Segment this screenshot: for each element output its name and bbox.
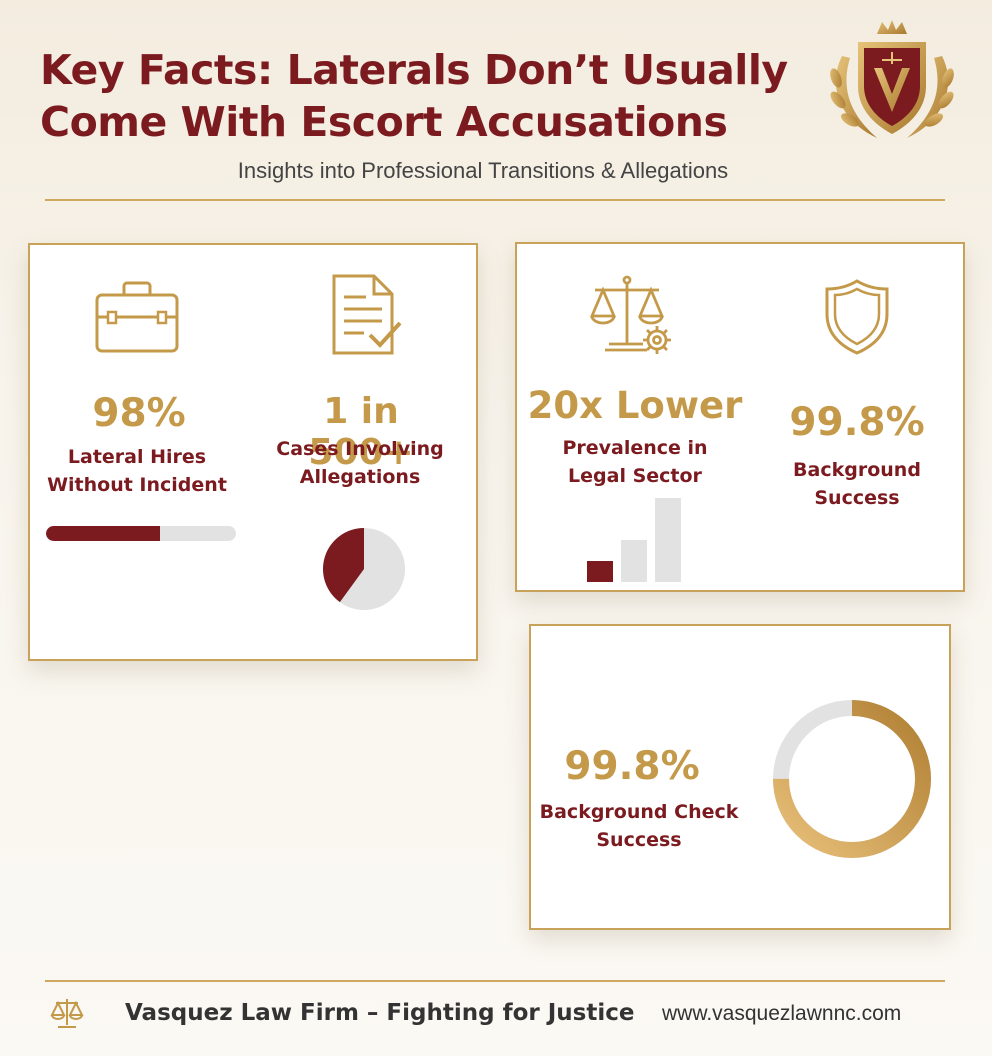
scales-gear-icon bbox=[589, 275, 671, 354]
prevalence-bar-1 bbox=[587, 561, 613, 582]
allegations-label-line-1: Cases Involving bbox=[276, 438, 444, 460]
title-line-2: Come With Escort Accusations bbox=[40, 98, 728, 146]
lateral-hires-value: 98% bbox=[92, 391, 186, 436]
prevalence-label: Prevalence in Legal Sector bbox=[533, 434, 737, 490]
prevalence-label-line-2: Legal Sector bbox=[568, 465, 702, 487]
lateral-hires-progress-bar bbox=[46, 526, 236, 541]
briefcase-icon bbox=[95, 281, 179, 353]
prevalence-bar-2 bbox=[621, 540, 647, 582]
background-label-line-1: Background bbox=[793, 459, 921, 481]
lateral-hires-progress-fill bbox=[46, 526, 160, 541]
background-label: Background Success bbox=[763, 456, 951, 512]
background-check-label: Background Check Success bbox=[531, 798, 747, 854]
page-title: Key Facts: Laterals Don’t Usually Come W… bbox=[40, 44, 800, 148]
card-lateral-hires-allegations: 98% Lateral Hires Without Incident 1 in … bbox=[28, 243, 478, 661]
allegations-label: Cases Involving Allegations bbox=[260, 435, 460, 491]
donut-fill bbox=[773, 700, 931, 858]
document-check-icon bbox=[332, 274, 402, 355]
prevalence-bar-3 bbox=[655, 498, 681, 582]
page-subtitle: Insights into Professional Transitions &… bbox=[237, 158, 729, 183]
prevalence-bar-chart bbox=[587, 498, 681, 582]
footer-website-link[interactable]: www.vasquezlawnnc.com bbox=[662, 1002, 902, 1025]
law-firm-crest-logo bbox=[830, 20, 954, 138]
lateral-hires-label-line-2: Without Incident bbox=[47, 474, 227, 496]
background-value: 99.8% bbox=[789, 400, 925, 445]
footer-firm-name: Vasquez Law Firm – Fighting for Justice bbox=[125, 1000, 635, 1026]
background-check-donut-chart bbox=[773, 700, 931, 858]
allegations-pie-chart bbox=[322, 528, 405, 610]
title-line-1: Key Facts: Laterals Don’t Usually bbox=[40, 46, 788, 94]
footer-divider bbox=[45, 980, 945, 982]
scales-icon bbox=[50, 999, 84, 1028]
allegations-label-line-2: Allegations bbox=[299, 466, 421, 488]
lateral-hires-label-line-1: Lateral Hires bbox=[67, 446, 207, 468]
header-divider bbox=[45, 199, 945, 201]
prevalence-value: 20x Lower bbox=[527, 384, 743, 427]
lateral-hires-label: Lateral Hires Without Incident bbox=[30, 443, 244, 499]
pie-slice bbox=[322, 528, 364, 603]
background-check-value: 99.8% bbox=[564, 744, 700, 789]
card-prevalence-background: 20x Lower Prevalence in Legal Sector 99.… bbox=[515, 242, 965, 592]
shield-icon bbox=[825, 279, 889, 355]
prevalence-label-line-1: Prevalence in bbox=[562, 437, 708, 459]
allegations-value: 1 in 500+ bbox=[308, 391, 414, 473]
background-check-label-line-2: Success bbox=[596, 829, 682, 851]
background-check-label-line-1: Background Check bbox=[539, 801, 739, 823]
card-background-check: 99.8% Background Check Success bbox=[529, 624, 951, 930]
background-label-line-2: Success bbox=[814, 487, 900, 509]
